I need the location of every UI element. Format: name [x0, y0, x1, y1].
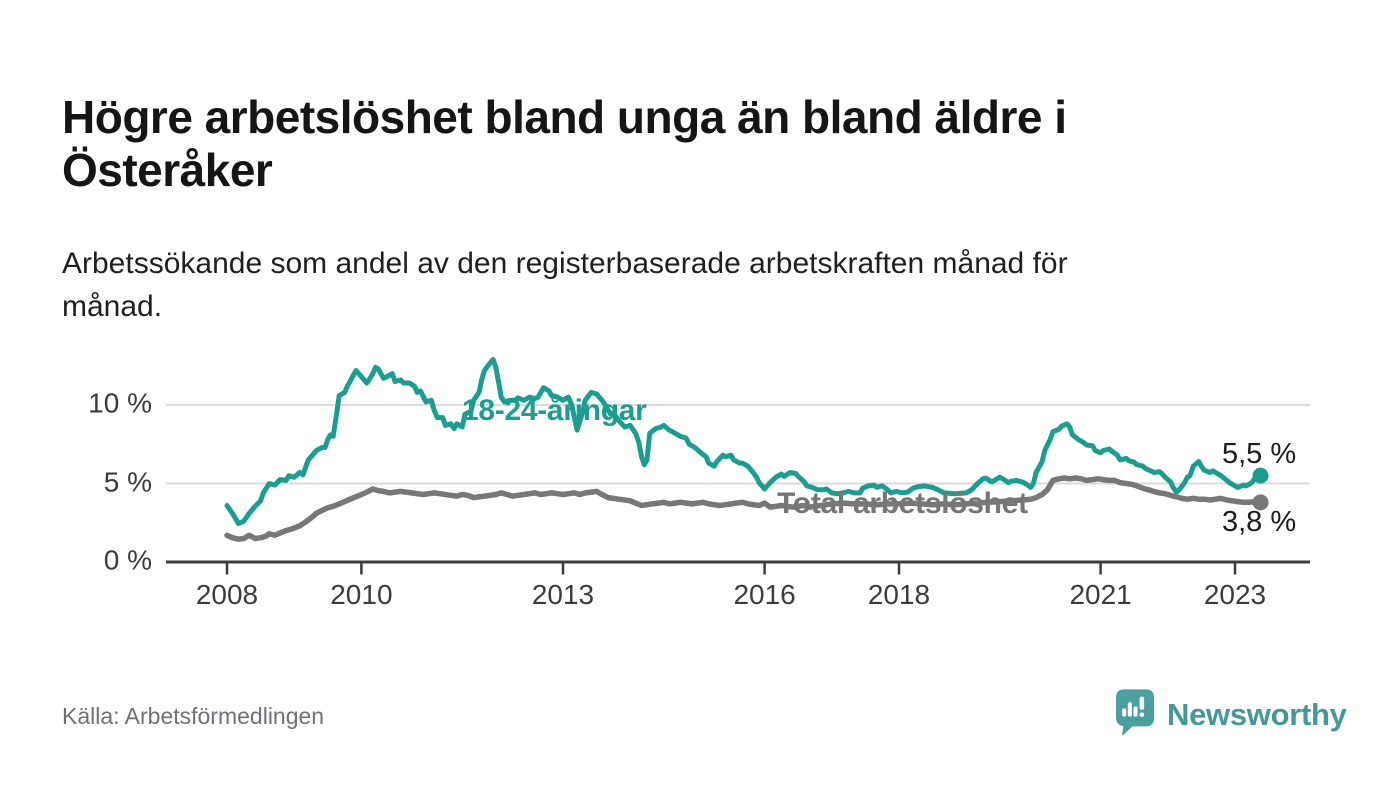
- chart-subtitle: Arbetssökande som andel av den registerb…: [62, 247, 1068, 324]
- end-value-young: 5,5 %: [1222, 438, 1297, 470]
- source-label: Källa: Arbetsförmedlingen: [62, 703, 325, 729]
- x-tick-label: 2016: [733, 579, 796, 610]
- series-label-young: 18-24-åringar: [462, 394, 647, 427]
- end-dot-1: [1252, 494, 1269, 511]
- x-tick-label: 2018: [867, 579, 931, 610]
- x-tick-label: 2013: [531, 579, 595, 610]
- x-tick-label: 2008: [195, 579, 259, 610]
- series-line-1: [224, 475, 1264, 542]
- end-value-total: 3,8 %: [1222, 506, 1297, 538]
- newsworthy-wordmark: Newsworthy: [1167, 697, 1347, 732]
- series-line-0: [224, 357, 1263, 526]
- x-tick-label: 2021: [1069, 579, 1132, 610]
- y-tick-label: 0 %: [103, 544, 152, 576]
- y-tick-label: 5 %: [103, 466, 152, 498]
- newsworthy-pin-icon: [1116, 689, 1154, 741]
- y-tick-label: 10 %: [88, 387, 152, 419]
- end-dot-0: [1252, 467, 1269, 484]
- newsworthy-logo: Newsworthy: [1116, 689, 1347, 741]
- page-title: Högre arbetslöshet bland unga än bland ä…: [62, 90, 1067, 197]
- x-tick-label: 2010: [330, 579, 393, 610]
- x-tick-label: 2023: [1203, 579, 1267, 610]
- series-label-total: Total arbetslöshet: [777, 487, 1028, 520]
